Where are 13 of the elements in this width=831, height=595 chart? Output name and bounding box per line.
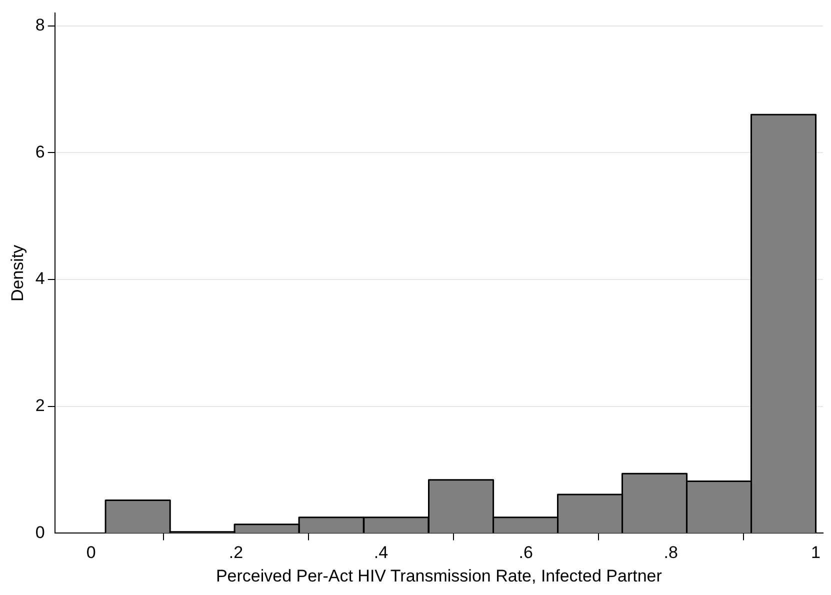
x-tick-label: .2 bbox=[228, 543, 244, 562]
x-tick-label: .6 bbox=[518, 543, 533, 562]
x-tick-label: 0 bbox=[86, 543, 96, 562]
y-tick-label: 4 bbox=[35, 269, 45, 288]
x-tick-label: .8 bbox=[664, 543, 678, 562]
y-tick-label: 6 bbox=[35, 142, 45, 162]
y-tick-label: 2 bbox=[35, 396, 45, 416]
x-tick-label: 1 bbox=[811, 543, 820, 562]
x-axis-title: Perceived Per-Act HIV Transmission Rate, Infected Partner bbox=[216, 566, 662, 586]
y-axis-title: Density bbox=[8, 244, 27, 302]
y-tick-label: 8 bbox=[35, 16, 45, 35]
x-tick-label: .4 bbox=[374, 543, 388, 562]
y-tick-label: 0 bbox=[35, 522, 45, 542]
